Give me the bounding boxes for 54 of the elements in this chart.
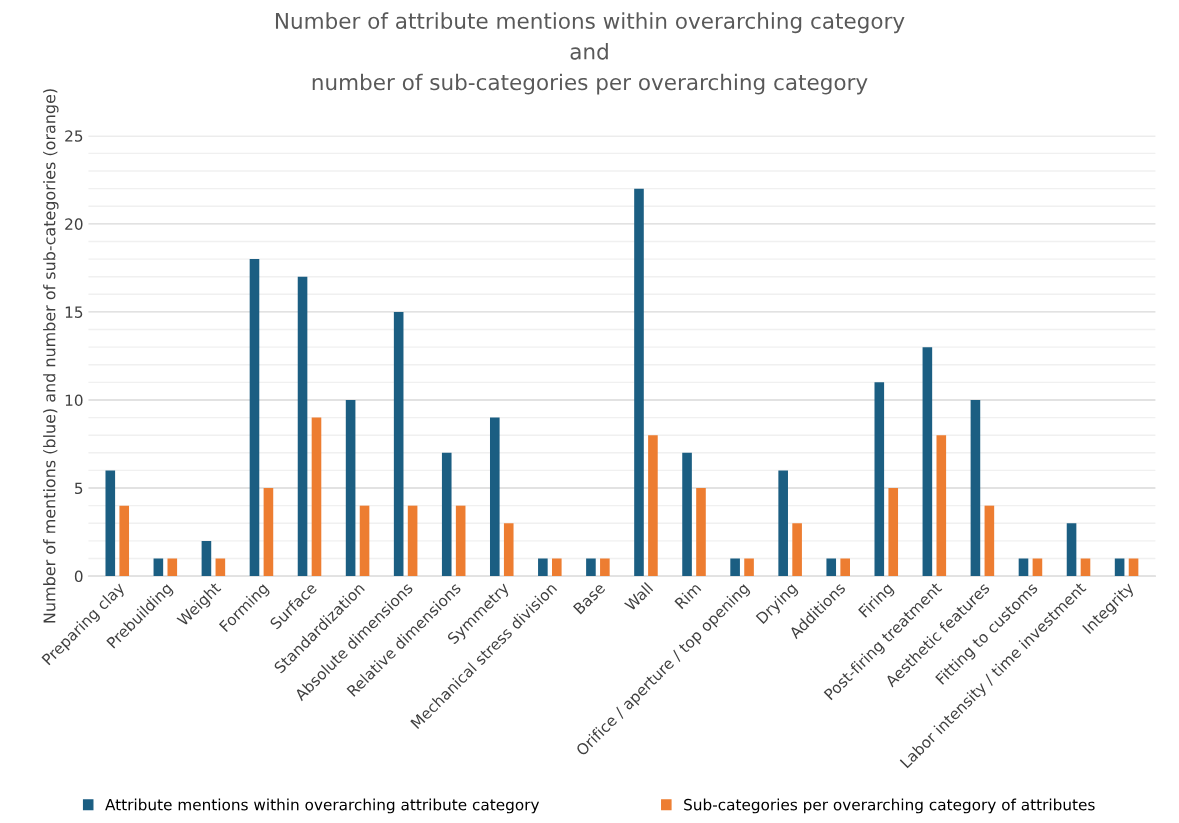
bar <box>1114 558 1125 577</box>
chart-title: Number of attribute mentions within overarching category and number of sub-categories per overarching category <box>275 12 905 95</box>
bar <box>105 470 116 577</box>
bar <box>359 505 370 577</box>
bar <box>455 505 466 577</box>
bar <box>792 523 802 577</box>
bar <box>1128 558 1139 577</box>
bar <box>696 488 706 577</box>
y-tick-label: 0 <box>74 570 83 583</box>
bar <box>874 382 885 577</box>
bar <box>682 452 692 577</box>
bar <box>970 399 981 577</box>
bar <box>441 452 452 577</box>
bar <box>1018 558 1029 577</box>
bar <box>826 558 837 577</box>
bar <box>936 435 947 577</box>
bar <box>393 311 404 577</box>
bar <box>730 558 740 577</box>
bar <box>600 558 610 577</box>
y-tick-label: 10 <box>65 394 83 406</box>
bar <box>634 188 644 577</box>
y-tick-label: 25 <box>65 130 83 142</box>
y-tick-label: 15 <box>65 306 83 318</box>
bar <box>1080 558 1091 577</box>
bar <box>311 417 322 577</box>
bar <box>167 558 178 577</box>
bar <box>840 558 850 577</box>
y-tick-label: 20 <box>65 218 83 230</box>
legend-label: Attribute mentions within overarching attribute category <box>105 798 540 814</box>
bar <box>551 558 562 577</box>
bar <box>215 558 226 577</box>
bar <box>1066 523 1077 577</box>
bar <box>922 347 933 577</box>
x-tick-label: Rim <box>674 581 702 610</box>
legend-label: Sub-categories per overarching category of attributes <box>684 798 1095 814</box>
bar <box>345 399 356 577</box>
y-tick-label: 5 <box>75 482 83 495</box>
bar <box>489 417 500 577</box>
bar <box>744 558 754 577</box>
bar <box>503 523 514 577</box>
bar <box>263 488 274 577</box>
bar <box>586 558 596 577</box>
bar <box>778 470 788 577</box>
bar <box>984 505 995 577</box>
bar <box>648 435 658 577</box>
bar <box>201 540 212 577</box>
bar <box>888 488 899 577</box>
bar <box>297 276 308 577</box>
bar <box>407 505 418 577</box>
bar <box>538 558 548 577</box>
bar <box>119 505 130 577</box>
bar <box>1032 558 1043 577</box>
bar <box>153 558 164 577</box>
bar <box>249 259 260 577</box>
